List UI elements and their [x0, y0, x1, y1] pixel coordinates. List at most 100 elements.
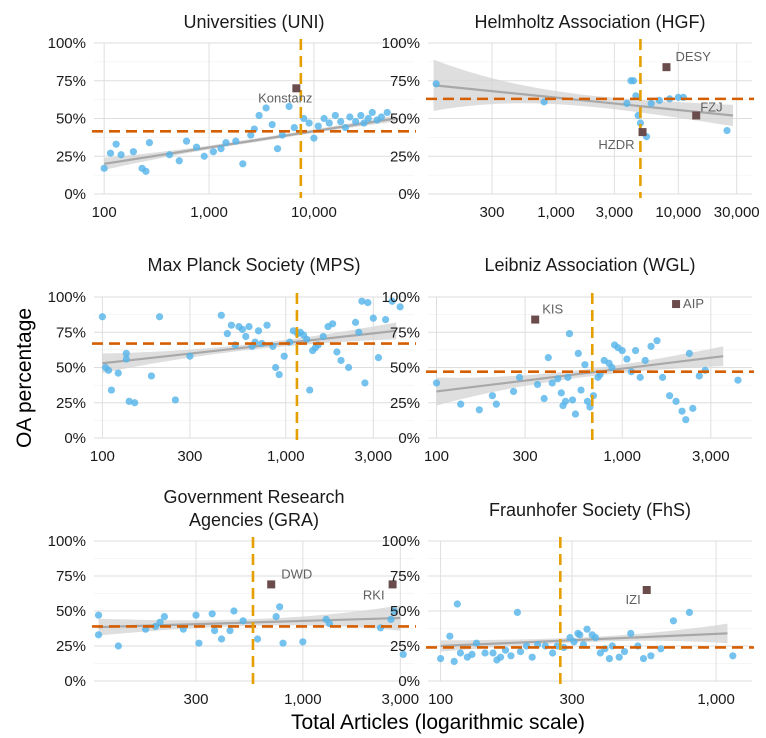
- data-point: [223, 330, 231, 338]
- data-point: [653, 337, 661, 345]
- highlight-label: RKI: [363, 587, 385, 602]
- trend-line: [440, 632, 728, 648]
- data-point: [114, 369, 122, 377]
- data-point: [453, 600, 461, 608]
- data-point: [689, 404, 697, 412]
- data-point: [544, 354, 552, 362]
- panel-title: Government Research: [163, 487, 344, 507]
- data-point: [387, 615, 395, 624]
- data-point: [446, 632, 454, 640]
- x-axis-title: Total Articles (logarithmic scale): [291, 711, 585, 734]
- highlight-marker: [692, 111, 701, 120]
- data-point: [263, 321, 271, 329]
- highlight-label: DESY: [675, 49, 711, 64]
- data-point: [381, 315, 390, 324]
- data-point: [571, 410, 580, 418]
- data-point: [230, 607, 238, 615]
- highlight-label: DWD: [281, 566, 312, 581]
- data-point: [129, 148, 137, 156]
- x-tick-label: 300: [560, 691, 585, 708]
- data-point: [175, 157, 183, 165]
- y-tick-label: 50%: [390, 603, 420, 620]
- x-tick-label: 300: [513, 448, 538, 465]
- data-point: [492, 400, 500, 408]
- data-point: [106, 149, 115, 157]
- data-point: [182, 137, 191, 145]
- data-point: [564, 373, 572, 381]
- confidence-band: [440, 623, 728, 652]
- panel-title: Fraunhofer Society (FhS): [489, 500, 691, 520]
- data-point: [561, 397, 570, 405]
- x-tick-label: 1,000: [697, 691, 735, 708]
- data-point: [647, 652, 655, 660]
- data-point: [374, 354, 383, 362]
- data-point: [636, 119, 645, 127]
- data-point: [468, 650, 476, 659]
- data-point: [357, 111, 365, 120]
- panel-2: Helmholtz Association (HGF) 0% 25% 50% 75% 10…: [382, 12, 760, 221]
- data-point: [457, 400, 465, 408]
- panel-title: Leibniz Association (WGL): [484, 255, 695, 275]
- data-point: [516, 648, 525, 656]
- x-tick-label: 1,000: [603, 448, 641, 465]
- x-tick-label: 300: [184, 691, 209, 708]
- data-point: [310, 134, 318, 142]
- data-point: [620, 648, 629, 656]
- data-point: [145, 139, 154, 147]
- data-point: [285, 102, 293, 111]
- highlight-marker: [638, 128, 647, 137]
- data-point: [369, 314, 377, 322]
- data-point: [432, 80, 440, 88]
- x-tick-label: 10,000: [655, 204, 701, 221]
- y-tick-label: 25%: [56, 395, 86, 412]
- data-point: [200, 152, 208, 160]
- data-point: [475, 406, 483, 414]
- data-point: [171, 396, 179, 404]
- data-point: [107, 386, 116, 394]
- data-point: [272, 613, 280, 621]
- data-point: [472, 639, 481, 647]
- data-point: [262, 104, 270, 112]
- data-point: [232, 137, 240, 145]
- data-point: [242, 332, 250, 341]
- data-point: [217, 145, 225, 153]
- data-point: [239, 617, 247, 625]
- data-point: [623, 355, 631, 363]
- panel-title: Helmholtz Association (HGF): [474, 12, 705, 32]
- panel-title: Agencies (GRA): [189, 510, 319, 530]
- y-tick-label: 75%: [56, 568, 86, 585]
- panel-1: Universities (UNI) 0% 25% 50% 75% 100% 100 1,00…: [48, 12, 416, 221]
- data-point: [279, 639, 287, 647]
- data-point: [195, 639, 203, 647]
- data-point: [192, 611, 200, 619]
- data-point: [117, 151, 125, 159]
- data-point: [549, 649, 557, 657]
- data-point: [570, 638, 578, 646]
- data-point: [456, 649, 465, 657]
- data-point: [674, 93, 682, 101]
- y-tick-label: 0%: [398, 430, 420, 447]
- y-tick-label: 100%: [48, 289, 86, 306]
- y-tick-label: 75%: [390, 73, 420, 90]
- data-point: [509, 387, 518, 396]
- data-point: [399, 650, 407, 659]
- data-point: [211, 627, 219, 635]
- panel-5: Government Research Agencies (GRA) 0% 25% 50…: [48, 487, 419, 708]
- data-point: [341, 123, 350, 132]
- data-point: [358, 297, 366, 305]
- y-tick-label: 25%: [56, 638, 86, 655]
- data-point: [222, 139, 230, 147]
- confidence-band: [436, 346, 724, 406]
- y-tick-label: 0%: [64, 430, 86, 447]
- data-point: [325, 119, 333, 127]
- data-point: [608, 363, 616, 372]
- data-point: [666, 392, 674, 400]
- highlight-marker: [267, 580, 276, 589]
- data-point: [672, 397, 680, 405]
- highlight-label: IZI: [626, 592, 641, 607]
- x-tick-label: 100: [90, 448, 115, 465]
- data-point: [540, 394, 548, 403]
- data-point: [306, 386, 314, 394]
- data-point: [352, 117, 360, 126]
- highlight-marker: [672, 300, 681, 309]
